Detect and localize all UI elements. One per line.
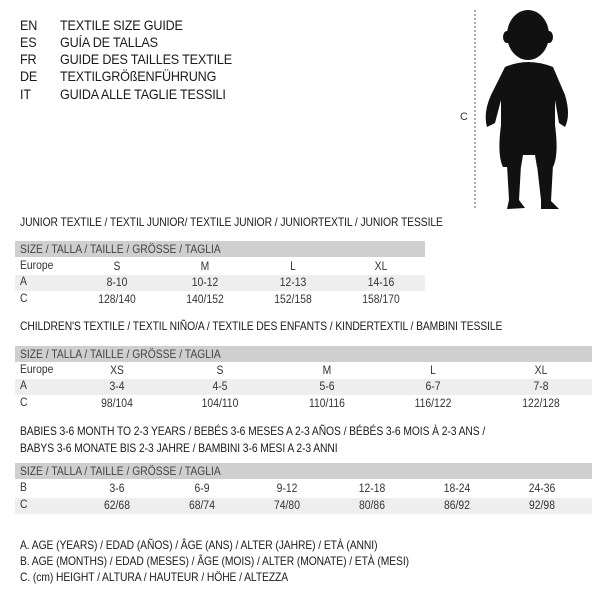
table-cell: 14-16	[367, 277, 395, 289]
table-cell: L	[290, 261, 296, 273]
table-row-label: A	[20, 276, 27, 288]
table-cell: 24-36	[528, 483, 556, 495]
table-cell: 6-7	[425, 381, 441, 393]
child-silhouette-icon	[485, 10, 568, 209]
table-cell: 86/92	[444, 500, 470, 512]
table-title: BABIES 3-6 MONTH TO 2-3 YEARS / BEBÉS 3-…	[20, 424, 486, 438]
language-title: TEXTILGRÖßENFÜHRUNG	[60, 68, 217, 84]
table-cell: 12-13	[279, 277, 307, 289]
table-cell: 18-24	[443, 483, 471, 495]
table-cell: XL	[534, 365, 548, 377]
table-cell: 98/104	[101, 398, 133, 410]
table-row-label: A	[20, 380, 27, 392]
figure-height-label: C	[460, 111, 468, 123]
table-cell: 4-5	[212, 381, 228, 393]
table-row-label: Europe	[20, 364, 54, 376]
table-cell: 122/128	[522, 398, 560, 410]
table-cell: 3-4	[109, 381, 125, 393]
table-cell: 158/170	[362, 294, 400, 306]
table-cell: 110/116	[309, 398, 345, 410]
table-cell: 80/86	[359, 500, 385, 512]
table-header-label: SIZE / TALLA / TAILLE / GRÖSSE / TAGLIA	[20, 464, 221, 478]
table-row-band	[15, 379, 592, 395]
table-cell: 68/74	[189, 500, 215, 512]
table-cell: 140/152	[186, 294, 224, 306]
table-row-band	[15, 498, 592, 514]
table-header-label: SIZE / TALLA / TAILLE / GRÖSSE / TAGLIA	[20, 347, 221, 361]
table-cell: 5-6	[319, 381, 335, 393]
language-code: EN	[20, 17, 38, 33]
table-cell: 74/80	[274, 500, 300, 512]
table-cell: 116/122	[414, 398, 452, 410]
table-cell: M	[322, 365, 332, 377]
language-code: IT	[20, 86, 31, 102]
language-title: GUIDA ALLE TAGLIE TESSILI	[60, 86, 226, 102]
table-row-label: C	[20, 499, 28, 511]
table-cell: 152/158	[274, 294, 312, 306]
table-title: CHILDREN'S TEXTILE / TEXTIL NIÑO/A / TEX…	[20, 319, 503, 333]
child-silhouette-figure: C	[460, 10, 568, 210]
table-cell: 92/98	[529, 500, 555, 512]
table-cell: XL	[374, 261, 388, 273]
table-cell: S	[113, 261, 121, 273]
table-row-label: C	[20, 397, 28, 409]
table-cell: 6-9	[194, 483, 210, 495]
table-title-continued: BABYS 3-6 MONATE BIS 2-3 JAHRE / BAMBINI…	[20, 441, 338, 455]
table-title: JUNIOR TEXTILE / TEXTIL JUNIOR/ TEXTILE …	[20, 215, 443, 229]
table-cell: 3-6	[109, 483, 125, 495]
table-row-band	[15, 275, 425, 291]
language-code: ES	[20, 34, 37, 50]
language-title: GUIDE DES TAILLES TEXTILE	[60, 51, 232, 67]
table-cell: L	[430, 365, 436, 377]
legend-line: C. (cm) HEIGHT / ALTURA / HAUTEUR / HÖHE…	[20, 570, 289, 584]
table-header-bar: SIZE / TALLA / TAILLE / GRÖSSE / TAGLIA	[15, 241, 425, 257]
table-cell: 104/110	[201, 398, 239, 410]
table-cell: 9-12	[276, 483, 298, 495]
table-cell: 10-12	[191, 277, 219, 289]
table-row-label: C	[20, 293, 28, 305]
table-cell: 12-18	[358, 483, 386, 495]
language-title: GUÍA DE TALLAS	[60, 34, 158, 50]
table-cell: 62/68	[104, 500, 130, 512]
table-row-label: B	[20, 482, 27, 494]
table-cell: XS	[110, 365, 124, 377]
table-cell: 7-8	[533, 381, 549, 393]
table-cell: S	[216, 365, 224, 377]
table-header-label: SIZE / TALLA / TAILLE / GRÖSSE / TAGLIA	[20, 242, 221, 256]
table-header-bar: SIZE / TALLA / TAILLE / GRÖSSE / TAGLIA	[15, 463, 592, 479]
language-code: DE	[20, 68, 38, 84]
table-cell: 8-10	[106, 277, 128, 289]
table-row-label: Europe	[20, 260, 54, 272]
language-title: TEXTILE SIZE GUIDE	[60, 17, 183, 33]
table-cell: M	[200, 261, 210, 273]
table-header-bar: SIZE / TALLA / TAILLE / GRÖSSE / TAGLIA	[15, 346, 592, 362]
table-cell: 128/140	[98, 294, 136, 306]
legend-line: B. AGE (MONTHS) / EDAD (MESES) / ÂGE (MO…	[20, 554, 409, 568]
legend-line: A. AGE (YEARS) / EDAD (AÑOS) / ÂGE (ANS)…	[20, 538, 378, 552]
language-code: FR	[20, 51, 37, 67]
